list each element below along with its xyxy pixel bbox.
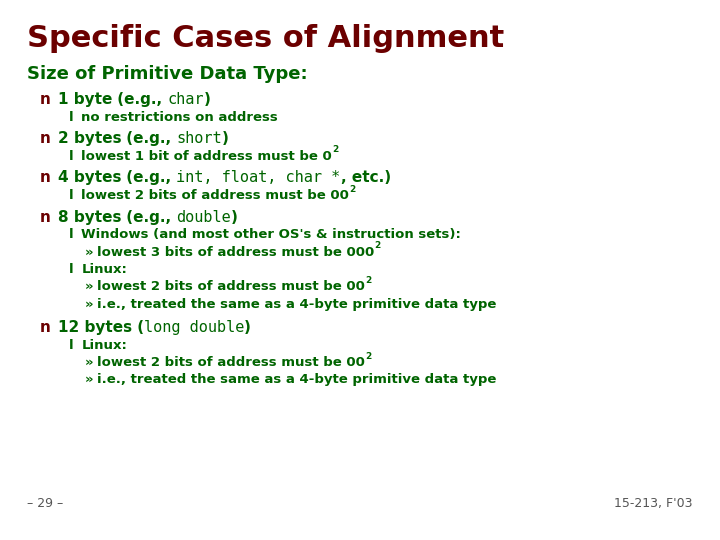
Text: n: n xyxy=(40,131,50,146)
Text: , etc.): , etc.) xyxy=(341,170,391,185)
Text: Specific Cases of Alignment: Specific Cases of Alignment xyxy=(27,24,505,53)
Text: l: l xyxy=(68,339,73,352)
Text: ): ) xyxy=(231,210,238,225)
Text: l: l xyxy=(68,150,73,163)
Text: ): ) xyxy=(244,320,251,335)
Text: »: » xyxy=(85,246,94,259)
Text: double: double xyxy=(176,210,231,225)
Text: 2: 2 xyxy=(365,276,372,285)
Text: ): ) xyxy=(204,92,211,107)
Text: l: l xyxy=(68,111,73,124)
Text: l: l xyxy=(68,189,73,202)
Text: 2 bytes: 2 bytes xyxy=(58,131,121,146)
Text: i.e., treated the same as a 4-byte primitive data type: i.e., treated the same as a 4-byte primi… xyxy=(97,298,497,310)
Text: n: n xyxy=(40,210,50,225)
Text: (e.g.,: (e.g., xyxy=(121,210,176,225)
Text: char: char xyxy=(167,92,204,107)
Text: i.e., treated the same as a 4-byte primitive data type: i.e., treated the same as a 4-byte primi… xyxy=(97,373,497,386)
Text: »: » xyxy=(85,373,94,386)
Text: 12 bytes: 12 bytes xyxy=(58,320,132,335)
Text: short: short xyxy=(176,131,222,146)
Text: 2: 2 xyxy=(349,185,356,194)
Text: Size of Primitive Data Type:: Size of Primitive Data Type: xyxy=(27,65,308,83)
Text: 2: 2 xyxy=(365,352,372,361)
Text: »: » xyxy=(85,280,94,293)
Text: Windows (and most other OS's & instruction sets):: Windows (and most other OS's & instructi… xyxy=(81,228,462,241)
Text: 4 bytes: 4 bytes xyxy=(58,170,121,185)
Text: lowest 3 bits of address must be 000: lowest 3 bits of address must be 000 xyxy=(97,246,374,259)
Text: – 29 –: – 29 – xyxy=(27,497,63,510)
Text: l: l xyxy=(68,263,73,276)
Text: 1 byte: 1 byte xyxy=(58,92,112,107)
Text: long double: long double xyxy=(144,320,244,335)
Text: (e.g.,: (e.g., xyxy=(112,92,167,107)
Text: 15-213, F'03: 15-213, F'03 xyxy=(614,497,693,510)
Text: lowest 2 bits of address must be 00: lowest 2 bits of address must be 00 xyxy=(97,280,365,293)
Text: l: l xyxy=(68,228,73,241)
Text: 2: 2 xyxy=(374,241,381,251)
Text: (e.g.,: (e.g., xyxy=(121,170,176,185)
Text: n: n xyxy=(40,92,50,107)
Text: Linux:: Linux: xyxy=(81,263,127,276)
Text: »: » xyxy=(85,298,94,310)
Text: lowest 2 bits of address must be 00: lowest 2 bits of address must be 00 xyxy=(97,356,365,369)
Text: no restrictions on address: no restrictions on address xyxy=(81,111,278,124)
Text: lowest 1 bit of address must be 0: lowest 1 bit of address must be 0 xyxy=(81,150,332,163)
Text: n: n xyxy=(40,320,50,335)
Text: n: n xyxy=(40,170,50,185)
Text: 2: 2 xyxy=(332,145,338,154)
Text: (: ( xyxy=(132,320,144,335)
Text: int, float, char *: int, float, char * xyxy=(176,170,341,185)
Text: lowest 2 bits of address must be 00: lowest 2 bits of address must be 00 xyxy=(81,189,349,202)
Text: 8 bytes: 8 bytes xyxy=(58,210,121,225)
Text: »: » xyxy=(85,356,94,369)
Text: (e.g.,: (e.g., xyxy=(121,131,176,146)
Text: Linux:: Linux: xyxy=(81,339,127,352)
Text: ): ) xyxy=(222,131,229,146)
